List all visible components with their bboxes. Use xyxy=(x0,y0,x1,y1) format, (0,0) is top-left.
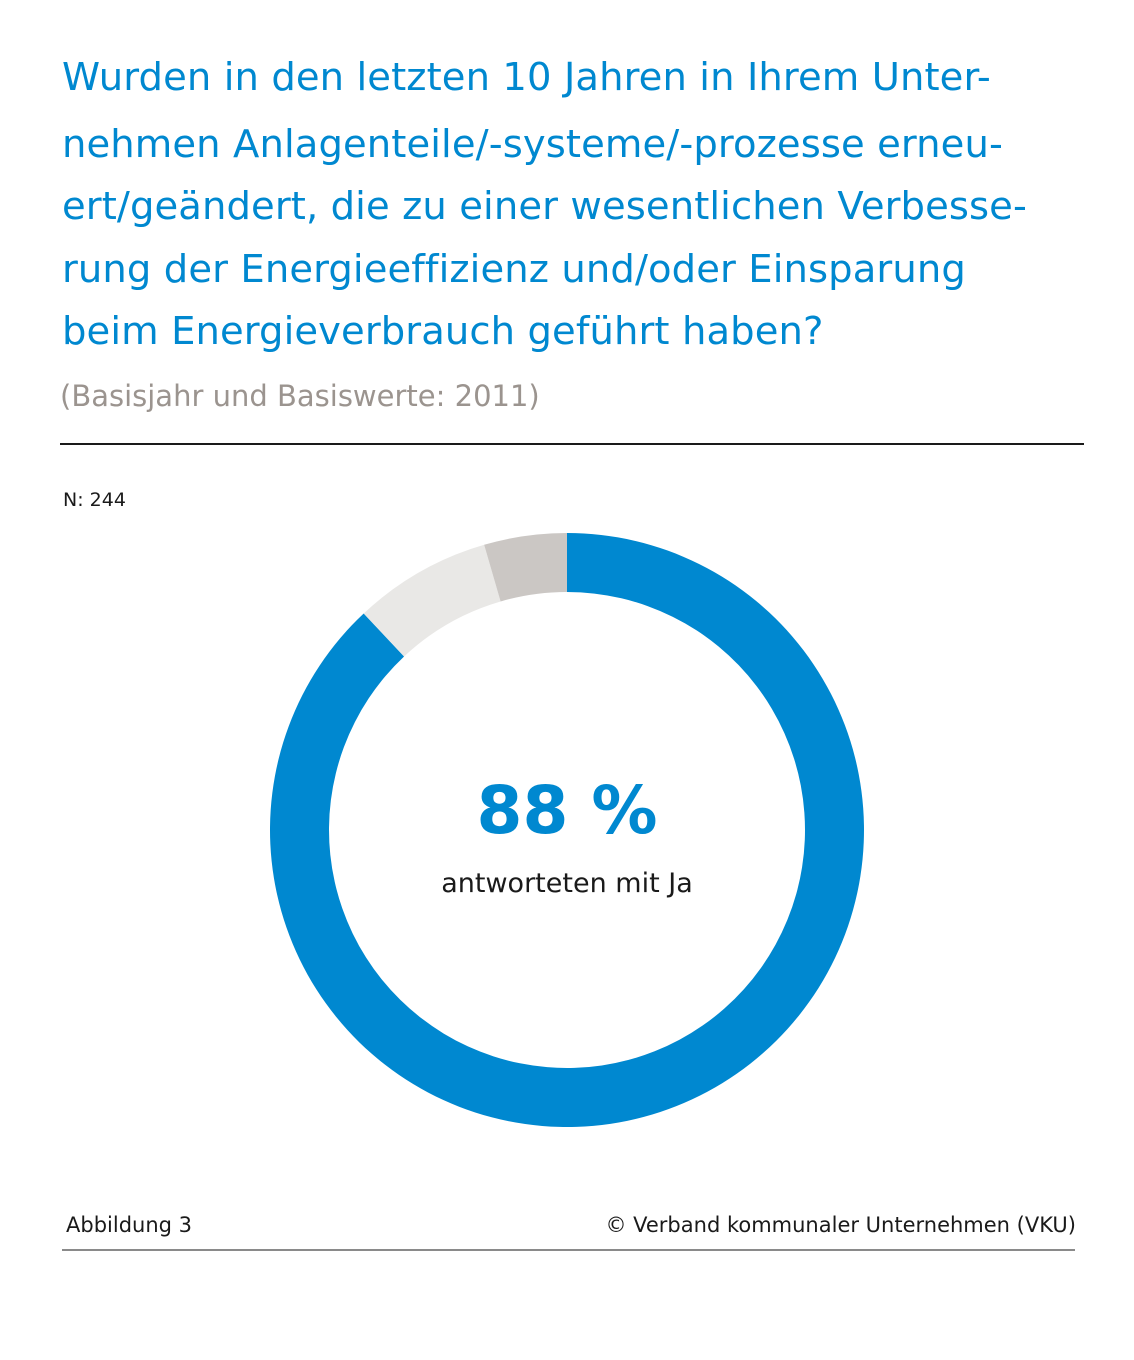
figure-label: Abbildung 3 xyxy=(66,1213,193,1237)
chart-title-line: ert/geändert, die zu einer wesentlichen … xyxy=(62,184,1027,229)
center-caption: antworteten mit Ja xyxy=(441,868,693,899)
copyright-notice: © Verband kommunaler Unternehmen (VKU) xyxy=(605,1213,1076,1237)
chart-title-line: rung der Energieeffizienz und/oder Einsp… xyxy=(62,247,966,292)
chart-title-line: beim Energieverbrauch geführt haben? xyxy=(62,309,824,354)
center-value: 88 % xyxy=(476,772,658,849)
chart-title-line: Wurden in den letzten 10 Jahren in Ihrem… xyxy=(62,55,991,100)
chart-subtitle: (Basisjahr und Basiswerte: 2011) xyxy=(60,379,540,413)
chart-title-line: nehmen Anlagenteile/-systeme/-prozesse e… xyxy=(62,122,1003,167)
sample-size-label: N: 244 xyxy=(63,489,126,511)
donut-slice-1 xyxy=(363,544,501,657)
footer-divider xyxy=(62,1249,1075,1251)
donut-slice-2 xyxy=(484,533,567,602)
header-divider xyxy=(60,443,1084,445)
